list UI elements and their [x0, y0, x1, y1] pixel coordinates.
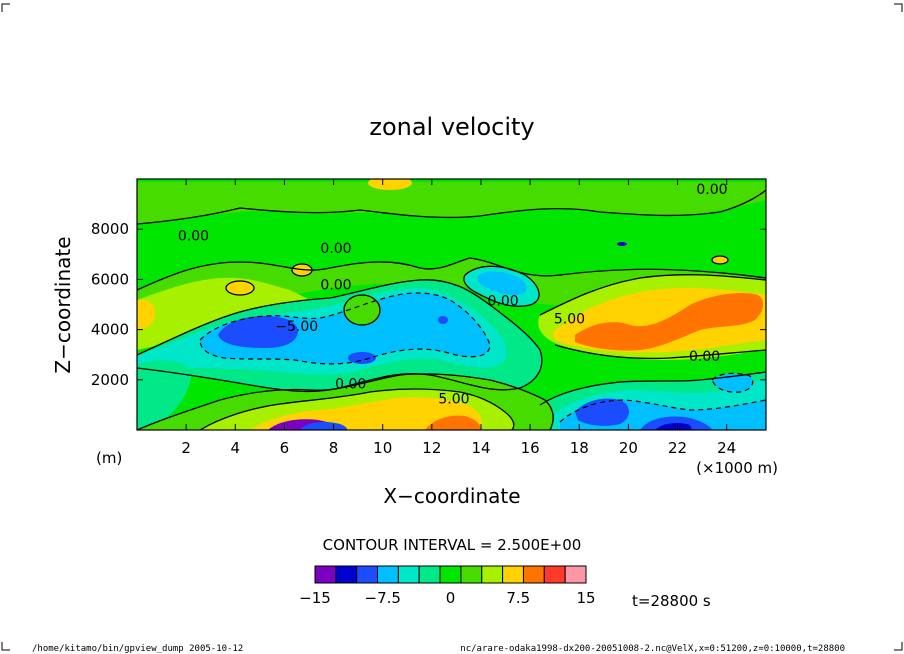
patch-navy-bottom-right	[655, 422, 692, 430]
contour-loop-1	[343, 294, 381, 326]
colorbar-cell	[377, 565, 399, 584]
chart-title: zonal velocity	[369, 113, 534, 141]
colorbar-cell	[502, 565, 524, 584]
x-tick-label: 2	[181, 439, 191, 457]
y-units-label: (m)	[96, 449, 122, 467]
x-tick-label: 24	[717, 439, 736, 457]
contour-label: 0.00	[178, 228, 209, 244]
contour-loop-3	[291, 263, 313, 277]
footer-right: nc/arare-odaka1998-dx200-20051008-2.nc@V…	[460, 644, 845, 654]
colorbar-cell	[314, 565, 337, 584]
colorbar-cell	[397, 565, 420, 584]
contour-loop-4	[711, 255, 729, 265]
contour-line-6	[137, 373, 554, 430]
contour-line-3	[137, 279, 543, 393]
y-tick-label: 2000	[91, 371, 129, 389]
x-tick-label: 8	[329, 439, 339, 457]
band-cyan-green-left	[137, 360, 191, 430]
contour-label: 0.00	[320, 277, 351, 293]
patch-yellow-upper-right	[712, 256, 728, 264]
x-tick-label: 12	[422, 439, 441, 457]
x-axis-title: X−coordinate	[383, 484, 520, 508]
colorbar-cell	[418, 565, 441, 584]
corner-marks	[1, 3, 903, 651]
patch-blue-bottom-left	[300, 422, 347, 430]
colorbar-tick-labels: −15 −7.5 0 7.5 15	[299, 589, 595, 607]
contour-label: 0.00	[335, 377, 366, 393]
x-units-label: (×1000 m)	[696, 459, 778, 477]
x-tick-label: 16	[521, 439, 540, 457]
patch-yellow-1	[226, 281, 254, 295]
y-axis: 2000 4000 6000 8000	[91, 220, 766, 389]
contour-dashed-1	[199, 292, 491, 365]
contour-line-2	[137, 257, 766, 291]
patch-green-hole	[344, 295, 380, 325]
colorbar-cell	[522, 565, 545, 584]
time-label: t=28800 s	[632, 592, 711, 610]
contour-lines-negative	[199, 292, 766, 423]
colorbar-cell	[543, 565, 566, 584]
y-axis-title: Z−coordinate	[51, 236, 75, 373]
y-tick-label: 6000	[91, 270, 129, 288]
contour-line-8	[539, 371, 766, 406]
patch-yellow-top	[368, 179, 412, 190]
contour-interval-label: CONTOUR INTERVAL = 2.500E+00	[323, 536, 582, 554]
contour-field	[137, 179, 766, 430]
contour-label: 5.00	[554, 311, 585, 327]
colorbar-tick-label: −7.5	[365, 589, 401, 607]
contour-dashed-2	[559, 399, 766, 423]
contour-line-5	[554, 344, 766, 360]
contour-label: 0.00	[320, 241, 351, 257]
band-orange-right	[575, 293, 764, 351]
patch-blue-small-2	[438, 316, 448, 324]
colorbar-tick-label: 15	[576, 589, 595, 607]
contour-loop-2	[225, 280, 255, 296]
contour-line-1	[137, 189, 766, 225]
patch-orange-bottom	[425, 415, 481, 430]
patch-blue-lower-right	[575, 398, 629, 426]
x-tick-label: 22	[668, 439, 687, 457]
colorbar-cell	[356, 565, 379, 584]
contour-label: 0.00	[488, 294, 519, 310]
band-top-light-green	[137, 182, 766, 224]
contour-label: 0.00	[689, 349, 720, 365]
x-tick-label: 20	[619, 439, 638, 457]
colorbar	[314, 565, 587, 584]
y-tick-label: 8000	[91, 220, 129, 238]
colorbar-cell	[460, 565, 483, 584]
band-yellow-left	[137, 299, 156, 330]
colorbar-cell	[564, 565, 587, 584]
colorbar-cell	[439, 565, 462, 584]
x-tick-label: 6	[280, 439, 290, 457]
contour-label: −5.00	[275, 319, 318, 335]
patch-blue-small-1	[348, 352, 376, 364]
colorbar-tick-label: −15	[299, 589, 331, 607]
contour-line-7	[199, 388, 515, 430]
contour-labels: 0.00 0.00 0.00 0.00 0.00 0.00 0.00 −5.00 5.00 5.0…	[178, 182, 728, 408]
band-upper-light-green	[137, 258, 766, 325]
band-yellowgreen-left	[137, 277, 320, 350]
contour-label: 5.00	[438, 392, 469, 408]
contour-dashed-3	[711, 372, 754, 393]
colorbar-tick-label: 0	[446, 589, 456, 607]
x-axis: 2 4 6 8 10 12 14 16 18 20 22 24	[181, 179, 736, 457]
contour-lines	[137, 189, 766, 430]
colorbar-cell	[481, 565, 504, 584]
band-lightblue-upper-right	[478, 271, 527, 295]
x-tick-label: 10	[373, 439, 392, 457]
x-tick-label: 18	[570, 439, 589, 457]
contour-label: 0.00	[696, 182, 727, 198]
x-tick-label: 4	[231, 439, 241, 457]
contour-line-9	[463, 265, 540, 307]
x-tick-label: 14	[471, 439, 490, 457]
colorbar-tick-label: 7.5	[506, 589, 530, 607]
colorbar-cell	[335, 565, 358, 584]
y-tick-label: 4000	[91, 321, 129, 339]
plot-frame	[136, 178, 767, 431]
footer-left: /home/kitamo/bin/gpview_dump 2005-10-12	[32, 644, 243, 654]
patch-blue-cell	[617, 242, 627, 246]
patch-blue-mid	[218, 316, 298, 348]
contour-line-4	[539, 274, 766, 316]
